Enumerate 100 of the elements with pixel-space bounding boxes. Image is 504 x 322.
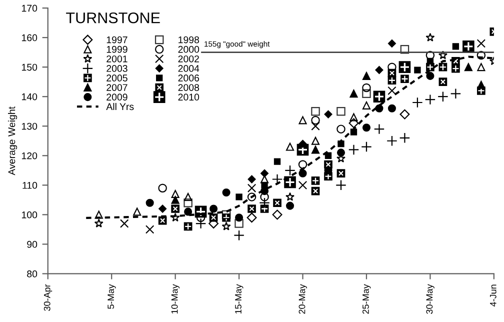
point bbox=[350, 128, 358, 136]
chart-title: TURNSTONE bbox=[66, 12, 160, 24]
point bbox=[438, 62, 448, 72]
y-tick-label: 90 bbox=[27, 240, 38, 248]
point bbox=[399, 132, 410, 144]
y-tick-label: 160 bbox=[22, 34, 38, 42]
point bbox=[222, 188, 230, 197]
y-axis-title: Average Weight bbox=[8, 106, 18, 176]
point bbox=[234, 230, 244, 241]
point bbox=[184, 208, 192, 216]
point bbox=[375, 104, 384, 112]
point bbox=[336, 106, 346, 116]
legend-label: 1997 bbox=[106, 36, 128, 44]
point bbox=[336, 169, 346, 178]
legend-label: 2000 bbox=[178, 46, 200, 53]
x-tick-label: 15-May bbox=[235, 284, 244, 314]
point bbox=[373, 90, 386, 103]
point bbox=[426, 72, 434, 80]
y-tick-label: 130 bbox=[22, 122, 38, 130]
point bbox=[184, 198, 192, 208]
point bbox=[477, 80, 486, 89]
point bbox=[362, 124, 371, 132]
legend-label: 2003 bbox=[106, 65, 128, 72]
point bbox=[426, 58, 434, 65]
point bbox=[362, 101, 371, 110]
point bbox=[476, 50, 486, 60]
x-tick-label: 25-May bbox=[362, 284, 371, 314]
point bbox=[388, 62, 396, 72]
point bbox=[133, 208, 142, 216]
point bbox=[324, 166, 332, 174]
legend-label: 2007 bbox=[106, 84, 128, 91]
point bbox=[260, 169, 269, 178]
point bbox=[311, 146, 320, 154]
point bbox=[311, 116, 320, 125]
point bbox=[336, 124, 346, 134]
point bbox=[146, 198, 154, 207]
point bbox=[452, 57, 460, 66]
point bbox=[374, 124, 385, 134]
legend-label: 1998 bbox=[178, 36, 200, 44]
point bbox=[246, 212, 257, 223]
y-tick-label: 80 bbox=[27, 270, 38, 278]
x-tick-label: 30-May bbox=[426, 284, 434, 314]
point bbox=[362, 83, 371, 92]
legend-label: 2005 bbox=[106, 74, 128, 82]
point bbox=[209, 213, 218, 222]
point bbox=[171, 190, 180, 198]
point bbox=[324, 152, 332, 159]
point bbox=[438, 78, 448, 86]
point bbox=[324, 110, 332, 118]
point bbox=[286, 142, 294, 151]
point bbox=[184, 222, 192, 231]
point bbox=[450, 88, 462, 100]
legend-label: 2004 bbox=[178, 65, 200, 72]
point bbox=[388, 86, 396, 96]
point bbox=[210, 204, 218, 213]
point bbox=[412, 97, 423, 108]
point bbox=[388, 39, 396, 48]
point bbox=[388, 68, 396, 78]
point bbox=[386, 135, 398, 146]
point bbox=[311, 176, 320, 185]
point bbox=[235, 214, 244, 222]
point bbox=[248, 175, 256, 184]
point bbox=[362, 72, 371, 80]
point bbox=[222, 210, 231, 220]
point bbox=[222, 222, 231, 230]
point bbox=[286, 202, 294, 210]
point bbox=[414, 66, 421, 74]
point bbox=[171, 196, 180, 204]
y-tick-label: 110 bbox=[22, 182, 38, 189]
point bbox=[362, 89, 371, 98]
legend-label: All Yrs bbox=[106, 102, 134, 110]
point bbox=[311, 106, 320, 116]
point bbox=[400, 109, 410, 120]
point bbox=[424, 94, 436, 105]
y-tick-label: 170 bbox=[22, 4, 38, 12]
point bbox=[260, 204, 269, 213]
x-tick-label: 30-Apr bbox=[44, 284, 52, 311]
x-tick-label: 10-May bbox=[171, 284, 180, 314]
point bbox=[452, 43, 460, 50]
point bbox=[476, 39, 486, 48]
legend-label: 2006 bbox=[178, 74, 200, 82]
legend-label: 2001 bbox=[106, 55, 128, 62]
point bbox=[273, 198, 282, 208]
point bbox=[361, 141, 372, 152]
x-tick-label: 4-Jun bbox=[490, 284, 496, 306]
point bbox=[348, 118, 359, 128]
legend-label: 1999 bbox=[106, 46, 128, 53]
x-tick-label: 20-May bbox=[298, 284, 307, 314]
point bbox=[145, 225, 154, 234]
point bbox=[388, 104, 396, 112]
point bbox=[477, 63, 486, 72]
point bbox=[234, 219, 244, 228]
point bbox=[298, 160, 308, 169]
point bbox=[438, 91, 448, 102]
point bbox=[259, 197, 270, 208]
point bbox=[398, 61, 411, 73]
point bbox=[298, 180, 308, 190]
point bbox=[286, 192, 295, 201]
y-tick-label: 150 bbox=[22, 64, 38, 71]
point bbox=[426, 32, 435, 42]
